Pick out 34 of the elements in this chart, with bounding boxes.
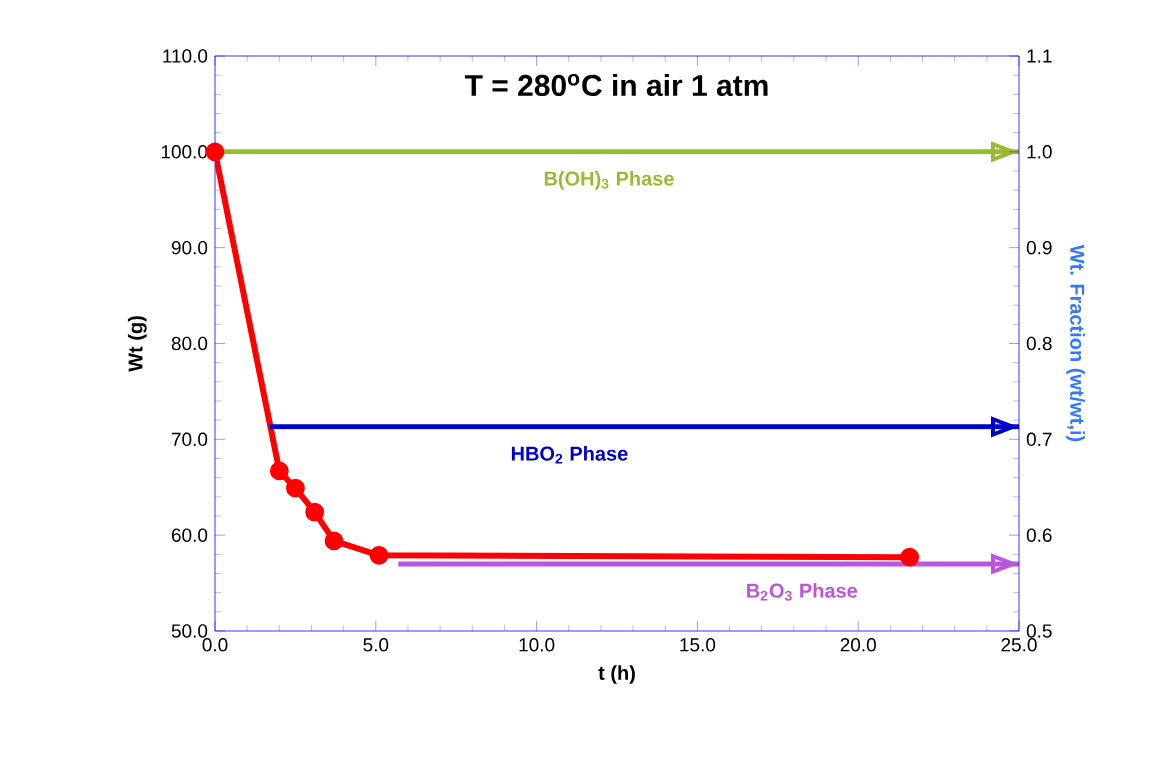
point — [324, 531, 344, 551]
y2-tick-label: 0.5 — [1026, 624, 1052, 638]
x-axis-title: t (h) — [598, 665, 635, 684]
point — [286, 478, 305, 498]
y-tick-label: 100.0 — [161, 145, 208, 159]
series-label: B$_{2}$O$_{3}$ Phase — [747, 583, 858, 601]
point — [305, 502, 325, 522]
x-tick-label: 5.0 — [363, 638, 389, 652]
x-tick-label: 15.0 — [680, 638, 716, 652]
point — [900, 547, 920, 567]
chart-title: T = 280$^{o}$C in air 1 atm — [464, 74, 768, 97]
y2-tick-label: 1.0 — [1027, 145, 1052, 159]
y-tick-label: 80.0 — [171, 336, 208, 351]
y2-tick-label: 0.9 — [1026, 240, 1052, 255]
x-tick-label: 25.0 — [1001, 638, 1037, 652]
y2-tick-label: 0.8 — [1026, 336, 1052, 351]
x-tick-label: 0.0 — [202, 638, 228, 652]
series-label: B(OH)$_{3}$ Phase — [544, 171, 674, 190]
y-axis-title: Wt (g) — [127, 316, 147, 372]
series-label: HBO$_{2}$ Phase — [511, 446, 628, 464]
y-tick-label: 60.0 — [171, 528, 208, 542]
y-tick-label: 90.0 — [171, 240, 208, 255]
x-tick-label: 10.0 — [519, 638, 555, 652]
y2-tick-label: 1.1 — [1027, 49, 1052, 63]
y-tick-label: 50.0 — [171, 624, 208, 638]
point — [205, 142, 225, 162]
y-tick-label: 110.0 — [163, 49, 208, 63]
y-tick-label: 70.0 — [171, 432, 208, 447]
x-tick-label: 20.0 — [840, 638, 876, 652]
y2-tick-label: 0.6 — [1026, 528, 1052, 542]
y2-axis-title: Wt. Fraction (wt/wt,i) — [1066, 244, 1085, 442]
point — [369, 545, 389, 565]
point — [269, 461, 289, 481]
y2-tick-label: 0.7 — [1026, 432, 1052, 447]
